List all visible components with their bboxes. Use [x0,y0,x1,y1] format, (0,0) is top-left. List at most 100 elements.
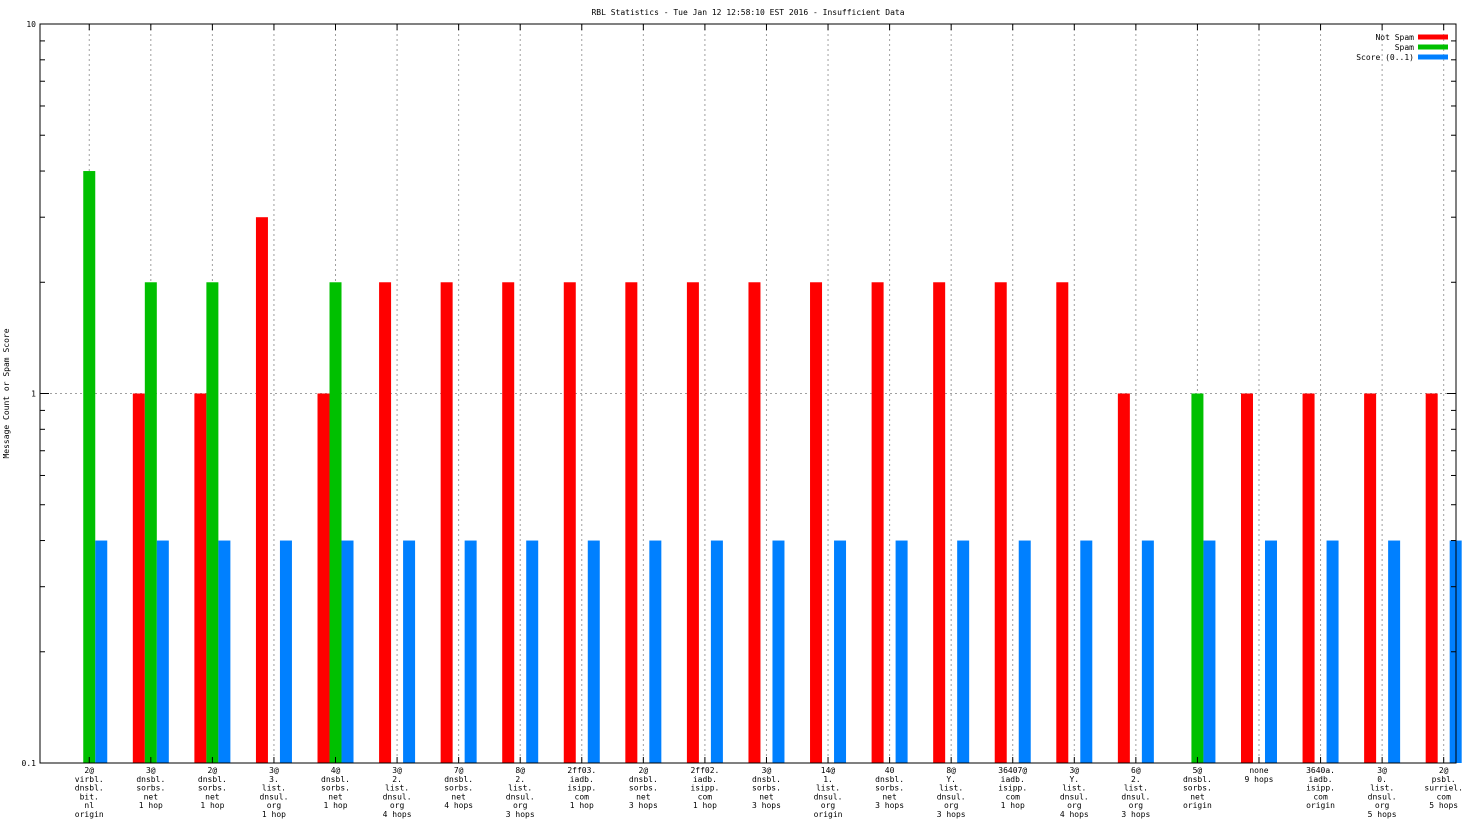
x-tick-label-line: 1 hop [1001,801,1025,810]
bar-spam [206,282,219,763]
x-tick-label-line: 3 hops [629,801,658,810]
x-tick-label-line: 6@ [1131,766,1141,775]
y-tick-label: 1 [31,390,36,399]
bar-score-0-1 [1388,540,1401,763]
legend-swatch [1418,44,1448,50]
bars-layer [83,171,1462,764]
x-tick-label-line: list. [262,784,286,793]
x-tick-label-line: 3 hops [506,810,535,819]
x-tick-label-line: 14@ [821,766,836,775]
x-tick-label-line: 8@ [946,766,956,775]
x-tick-label-line: surriel. [1424,784,1463,793]
bar-score-0-1 [218,540,231,763]
x-tick-label-line: 1. [823,775,833,784]
bar-score-0-1 [526,540,539,763]
x-tick-label-line: dnsul. [506,792,535,801]
x-tick-label-line: list. [816,784,840,793]
x-tick-label-line: org [513,801,528,810]
bar-not-spam [440,282,453,763]
x-tick-label-line: 2. [392,775,402,784]
bar-score-0-1 [403,540,416,763]
bar-score-0-1 [710,540,723,763]
x-tick-label-line: isipp. [1306,784,1335,793]
x-tick-label-line: list. [508,784,532,793]
x-tick-label-line: net [1190,792,1205,801]
x-tick-label-line: sorbs. [875,784,904,793]
x-tick-label-line: com [698,792,713,801]
x-tick-label-line: org [390,801,405,810]
x-tick-label-line: 1 hop [200,801,224,810]
x-tick-label-line: 2@ [208,766,218,775]
bar-score-0-1 [834,540,847,763]
x-tick-label-line: sorbs. [629,784,658,793]
x-tick-label-line: org [1129,801,1144,810]
bar-score-0-1 [1264,540,1277,763]
x-tick-label-line: 5@ [1193,766,1203,775]
x-tick-label-line: list. [1124,784,1148,793]
x-tick-label-line: Y. [1069,775,1079,784]
axes-layer [39,23,1457,764]
x-tick-label-line: 3@ [1377,766,1387,775]
bar-not-spam [317,393,330,763]
x-tick-label-line: net [328,792,343,801]
bar-not-spam [132,393,145,763]
x-tick-label-line: origin [75,810,104,819]
bar-spam [144,282,157,763]
x-tick-label-line: 4 hops [444,801,473,810]
x-tick-label-line: isipp. [690,784,719,793]
bar-not-spam [686,282,699,763]
bar-not-spam [871,282,884,763]
bar-not-spam [933,282,946,763]
bar-score-0-1 [1141,540,1154,763]
x-tick-label-line: net [636,792,651,801]
x-tick-label-line: 3@ [392,766,402,775]
x-tick-label-line: com [1313,792,1328,801]
x-tick-label-line: 2. [515,775,525,784]
x-tick-label-line: dnsul. [383,792,412,801]
x-tick-label-line: net [451,792,466,801]
bar-not-spam [994,282,1007,763]
y-tick-label: 0.1 [22,759,37,768]
x-tick-label-line: dnsul. [259,792,288,801]
x-tick-label-line: 2ff02. [690,766,719,775]
x-tick-label-line: dnsbl. [198,775,227,784]
x-tick-label-line: origin [814,810,843,819]
x-tick-label-line: iadb. [693,775,717,784]
bar-score-0-1 [279,540,292,763]
x-tick-label-line: isipp. [567,784,596,793]
x-tick-label-line: list. [1062,784,1086,793]
x-tick-label-line: 1 hop [262,810,286,819]
x-tick-label-line: 4@ [331,766,341,775]
x-tick-label-line: 1 hop [570,801,594,810]
x-tick-label-line: dnsbl. [875,775,904,784]
x-tick-label-line: sorbs. [136,784,165,793]
bar-score-0-1 [95,540,108,763]
bar-score-0-1 [1203,540,1216,763]
x-tick-labels: 2@virbl.dnsbl.bit.nlorigin3@dnsbl.sorbs.… [75,766,1463,819]
x-tick-label-line: org [267,801,282,810]
bar-score-0-1 [156,540,169,763]
x-tick-label-line: 40 [885,766,895,775]
x-tick-label-line: org [944,801,959,810]
x-tick-label-line: 3 hops [1121,810,1150,819]
x-tick-label-line: org [821,801,836,810]
x-tick-label-line: net [144,792,159,801]
x-tick-label-line: net [759,792,774,801]
bar-not-spam [748,282,761,763]
x-tick-label-line: isipp. [998,784,1027,793]
x-tick-label-line: dnsul. [814,792,843,801]
x-tick-label-line: 5 hops [1429,801,1458,810]
bar-spam [83,171,96,764]
